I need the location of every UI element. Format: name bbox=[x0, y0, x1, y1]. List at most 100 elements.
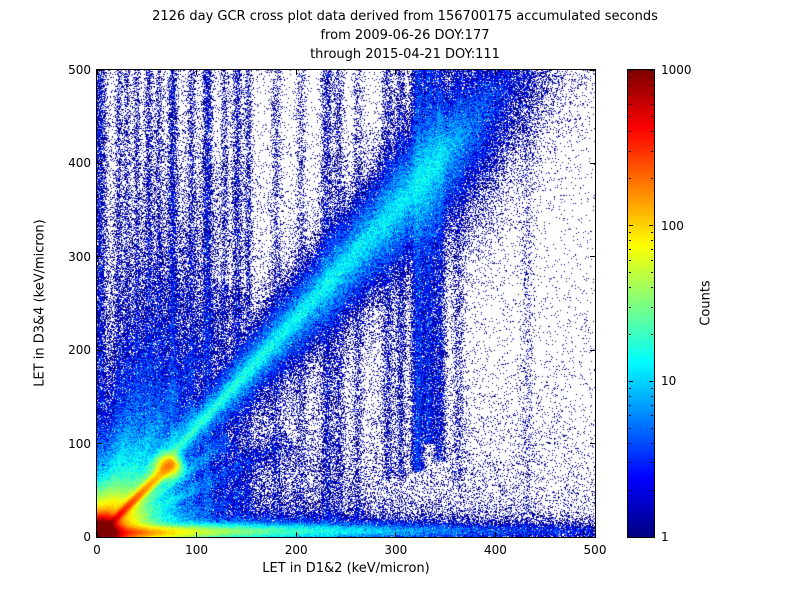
colorbar-minor-tick-right bbox=[651, 442, 653, 444]
colorbar-minor-tick-left bbox=[629, 427, 631, 429]
y-axis-label: LET in D3&4 (keV/micron) bbox=[32, 219, 48, 387]
colorbar-tick-label: 10 bbox=[661, 374, 677, 389]
colorbar-minor-tick-left bbox=[629, 93, 631, 95]
x-tick-top bbox=[594, 70, 596, 75]
colorbar-minor-tick-right bbox=[651, 333, 653, 335]
x-tick-top bbox=[295, 70, 297, 75]
colorbar-minor-tick-right bbox=[651, 259, 653, 261]
x-tick-label: 200 bbox=[284, 543, 308, 557]
colorbar-minor-tick-left bbox=[629, 178, 631, 180]
x-tick-bottom bbox=[494, 532, 496, 537]
colorbar-minor-tick-right bbox=[651, 150, 653, 152]
colorbar-minor-tick-left bbox=[629, 131, 631, 133]
x-tick-label: 500 bbox=[583, 543, 607, 557]
colorbar-minor-tick-left bbox=[629, 462, 631, 464]
colorbar-tick-left bbox=[629, 69, 633, 71]
colorbar-minor-tick-left bbox=[629, 116, 631, 118]
colorbar-tick-right bbox=[649, 536, 653, 538]
y-tick-left bbox=[97, 256, 102, 258]
colorbar-minor-tick-right bbox=[651, 116, 653, 118]
colorbar-minor-tick-right bbox=[651, 249, 653, 251]
colorbar-minor-tick-right bbox=[651, 76, 653, 78]
x-tick-top bbox=[395, 70, 397, 75]
x-tick-label: 300 bbox=[384, 543, 408, 557]
y-tick-right bbox=[590, 69, 595, 71]
y-tick-left bbox=[97, 349, 102, 351]
colorbar-minor-tick-left bbox=[629, 489, 631, 491]
colorbar-minor-tick-right bbox=[651, 93, 653, 95]
colorbar-tick-left bbox=[629, 380, 633, 382]
chart-title: 2126 day GCR cross plot data derived fro… bbox=[10, 7, 800, 64]
colorbar-minor-tick-left bbox=[629, 232, 631, 234]
colorbar-gradient bbox=[628, 70, 654, 537]
y-tick-right bbox=[590, 256, 595, 258]
x-tick-bottom bbox=[196, 532, 198, 537]
colorbar-minor-tick-right bbox=[651, 240, 653, 242]
x-tick-label: 400 bbox=[483, 543, 507, 557]
title-line-2: from 2009-06-26 DOY:177 bbox=[320, 28, 490, 43]
colorbar-minor-tick-right bbox=[651, 131, 653, 133]
colorbar-minor-tick-right bbox=[651, 84, 653, 86]
colorbar-minor-tick-right bbox=[651, 387, 653, 389]
colorbar-minor-tick-left bbox=[629, 150, 631, 152]
x-axis-label: LET in D1&2 (keV/micron) bbox=[262, 561, 430, 576]
scatter-heatmap-canvas bbox=[97, 70, 595, 537]
x-tick-label: 0 bbox=[93, 543, 101, 557]
colorbar-tick-right bbox=[649, 69, 653, 71]
colorbar-minor-tick-right bbox=[651, 395, 653, 397]
colorbar-tick-left bbox=[629, 225, 633, 227]
colorbar-tick-left bbox=[629, 536, 633, 538]
colorbar-minor-tick-right bbox=[651, 178, 653, 180]
x-tick-top bbox=[494, 70, 496, 75]
x-tick-top bbox=[196, 70, 198, 75]
colorbar-minor-tick-left bbox=[629, 76, 631, 78]
y-tick-left bbox=[97, 69, 102, 71]
colorbar-minor-tick-right bbox=[651, 427, 653, 429]
colorbar-minor-tick-right bbox=[651, 306, 653, 308]
colorbar-border bbox=[627, 69, 655, 538]
colorbar-tick-right bbox=[649, 225, 653, 227]
x-tick-bottom bbox=[96, 532, 98, 537]
y-tick-left bbox=[97, 443, 102, 445]
colorbar-minor-tick-left bbox=[629, 333, 631, 335]
colorbar-tick-label: 100 bbox=[661, 218, 684, 233]
colorbar-minor-tick-left bbox=[629, 287, 631, 289]
colorbar-minor-tick-right bbox=[651, 462, 653, 464]
colorbar-minor-tick-left bbox=[629, 415, 631, 417]
x-tick-bottom bbox=[295, 532, 297, 537]
colorbar-minor-tick-right bbox=[651, 415, 653, 417]
colorbar-minor-tick-right bbox=[651, 104, 653, 106]
title-line-3: through 2015-04-21 DOY:111 bbox=[310, 47, 500, 62]
colorbar-label: Counts bbox=[698, 280, 714, 326]
colorbar-minor-tick-right bbox=[651, 404, 653, 406]
y-tick-label: 400 bbox=[68, 156, 91, 171]
x-tick-bottom bbox=[395, 532, 397, 537]
colorbar-minor-tick-left bbox=[629, 395, 631, 397]
colorbar-minor-tick-left bbox=[629, 84, 631, 86]
colorbar-minor-tick-left bbox=[629, 387, 631, 389]
y-tick-label: 0 bbox=[83, 530, 91, 544]
colorbar-minor-tick-left bbox=[629, 240, 631, 242]
colorbar-minor-tick-left bbox=[629, 249, 631, 251]
colorbar-tick-right bbox=[649, 380, 653, 382]
y-tick-label: 500 bbox=[68, 63, 91, 77]
colorbar-minor-tick-left bbox=[629, 404, 631, 406]
x-tick-bottom bbox=[594, 532, 596, 537]
plot-border bbox=[96, 69, 596, 538]
colorbar-minor-tick-right bbox=[651, 232, 653, 234]
y-tick-label: 100 bbox=[68, 436, 91, 451]
y-tick-label: 300 bbox=[68, 249, 91, 264]
colorbar-minor-tick-left bbox=[629, 306, 631, 308]
y-tick-label: 200 bbox=[68, 343, 91, 358]
y-tick-right bbox=[590, 443, 595, 445]
colorbar-minor-tick-left bbox=[629, 442, 631, 444]
colorbar-tick-label: 1 bbox=[661, 530, 669, 544]
title-line-1: 2126 day GCR cross plot data derived fro… bbox=[152, 9, 658, 24]
y-tick-left bbox=[97, 162, 102, 164]
y-tick-right bbox=[590, 162, 595, 164]
y-tick-right bbox=[590, 536, 595, 538]
colorbar-minor-tick-left bbox=[629, 104, 631, 106]
colorbar-minor-tick-left bbox=[629, 272, 631, 274]
colorbar-tick-label: 1000 bbox=[661, 63, 692, 77]
